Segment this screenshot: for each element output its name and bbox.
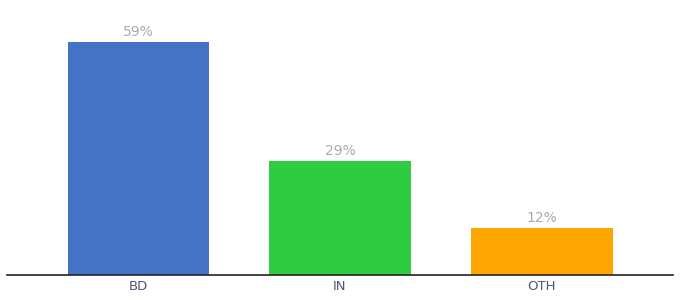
Bar (269, 161, 411, 275)
Bar (67, 42, 209, 275)
Text: 59%: 59% (123, 25, 154, 39)
Text: 29%: 29% (324, 144, 356, 158)
Bar (471, 228, 613, 275)
Text: 12%: 12% (526, 211, 557, 225)
